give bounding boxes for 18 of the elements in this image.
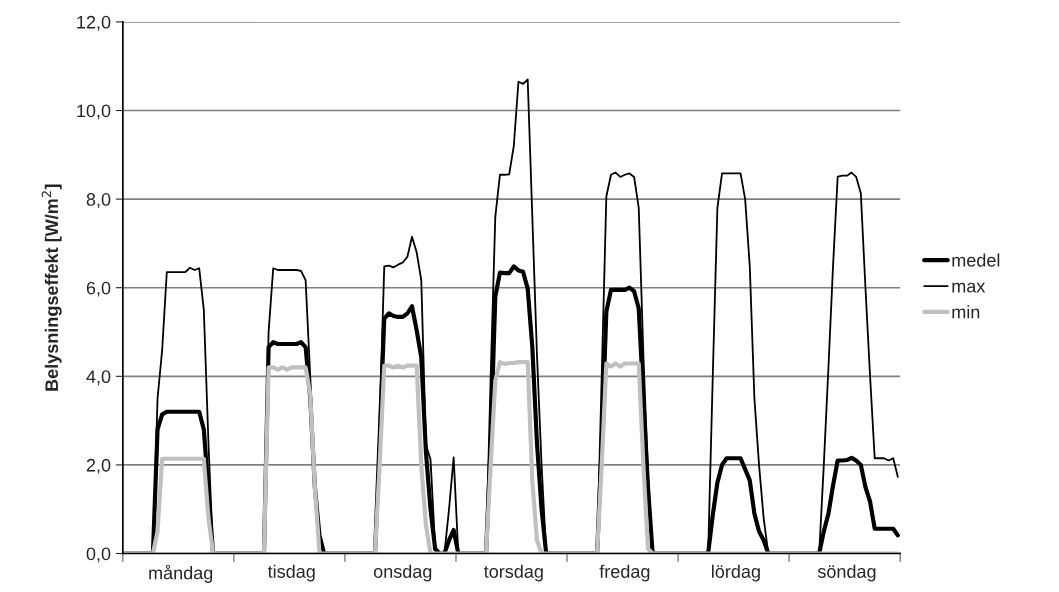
x-tick-label: tisdag [267, 564, 315, 582]
legend-label: min [952, 305, 980, 319]
legend-label: medel [952, 253, 1000, 267]
x-tick-label: onsdag [373, 564, 432, 582]
x-tick-label: fredag [599, 564, 650, 582]
x-tick-label: söndag [817, 564, 876, 582]
y-tick-label: 12,0 [77, 15, 111, 31]
y-tick-label: 4,0 [86, 370, 111, 386]
x-tick-label: lördag [712, 564, 760, 582]
x-tick-label: måndag [149, 564, 213, 583]
y-tick-label: 8,0 [86, 193, 111, 208]
legend-label: max [952, 282, 986, 293]
y-axis-title: Belysningseffekt [W/m$^{2}$] [41, 184, 62, 391]
y-tick-label: 10,0 [77, 104, 111, 120]
y-tick-label: 2,0 [86, 458, 111, 474]
x-tick-label: torsdag [483, 564, 543, 582]
y-tick-label: 6,0 [86, 281, 111, 297]
y-tick-label: 0,0 [86, 547, 111, 563]
